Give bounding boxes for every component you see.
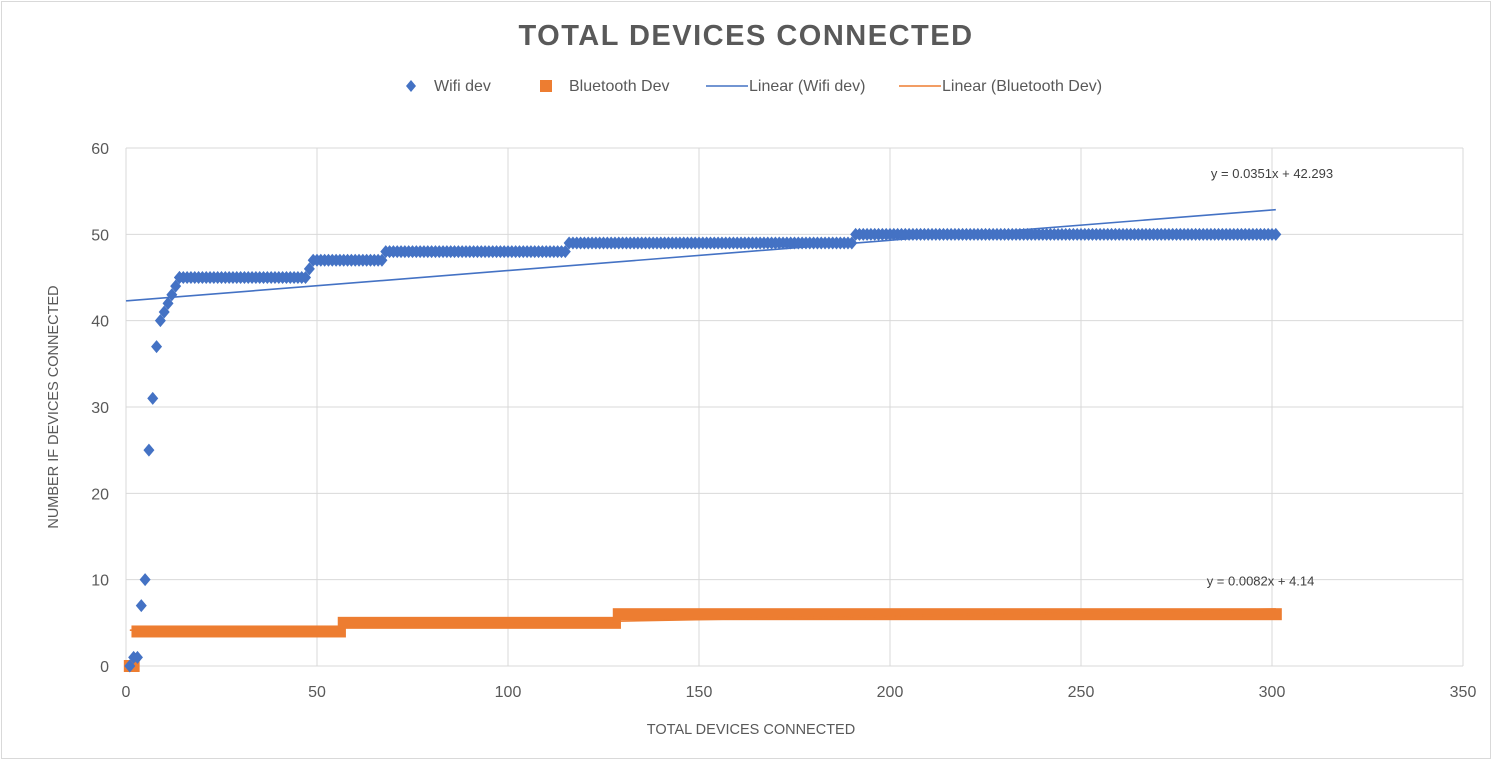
wifi-series-steps (173, 227, 1282, 284)
wifi-data-point (162, 296, 174, 310)
wifi-trend-equation: y = 0.0351x + 42.293 (1211, 166, 1333, 181)
y-tick-label: 60 (91, 141, 109, 158)
x-tick-label: 250 (1068, 684, 1095, 701)
x-tick-label: 150 (686, 684, 713, 701)
legend-bluetooth-label: Bluetooth Dev (569, 78, 670, 95)
y-tick-label: 50 (91, 227, 109, 244)
legend: Wifi dev Bluetooth Dev Linear (Wifi dev)… (406, 78, 1102, 95)
legend-wifi-label: Wifi dev (434, 78, 491, 95)
wifi-data-point (154, 314, 166, 328)
wifi-data-point (173, 271, 185, 284)
y-tick-label: 40 (91, 314, 109, 331)
wifi-data-point (158, 305, 170, 319)
bluetooth-trend-equation: y = 0.0082x + 4.14 (1207, 574, 1315, 589)
x-tick-label: 200 (877, 684, 904, 701)
legend-bluetooth-trend-label: Linear (Bluetooth Dev) (942, 78, 1102, 95)
wifi-data-point (131, 650, 143, 664)
x-tick-label: 350 (1450, 684, 1477, 701)
wifi-data-point (303, 262, 315, 276)
wifi-data-point (147, 391, 159, 405)
wifi-data-point (300, 271, 312, 284)
wifi-data-point (124, 659, 136, 673)
y-axis-ticks: 0 10 20 30 40 50 60 (91, 141, 109, 676)
wifi-trendline (125, 208, 1276, 302)
wifi-data-point (1270, 227, 1282, 241)
wifi-series-points (124, 271, 185, 673)
wifi-data-point (376, 253, 388, 267)
wifi-data-point (135, 599, 147, 613)
wifi-data-point (143, 443, 155, 457)
wifi-data-point (170, 279, 182, 293)
legend-wifi-marker (406, 80, 416, 92)
x-tick-label: 0 (122, 684, 131, 701)
y-tick-label: 0 (100, 659, 109, 676)
y-tick-label: 20 (91, 486, 109, 503)
bluetooth-step-segment (337, 616, 621, 629)
legend-bluetooth-marker (540, 80, 552, 92)
y-tick-label: 30 (91, 400, 109, 417)
legend-wifi-trend-label: Linear (Wifi dev) (749, 78, 865, 95)
x-tick-label: 100 (495, 684, 522, 701)
chart-title: TOTAL DEVICES CONNECTED (518, 20, 973, 52)
y-tick-label: 10 (91, 573, 109, 590)
wifi-data-point (559, 245, 571, 259)
y-axis-title: NUMBER IF DEVICES CONNECTED (46, 285, 62, 528)
x-tick-label: 50 (308, 684, 326, 701)
wifi-data-point (139, 573, 151, 587)
bluetooth-trendline (129, 608, 1276, 631)
x-axis-ticks: 0 50 100 150 200 250 300 350 (122, 684, 1477, 701)
x-tick-label: 300 (1259, 684, 1286, 701)
x-axis-title: TOTAL DEVICES CONNECTED (647, 722, 855, 738)
wifi-data-point (151, 340, 163, 354)
trendlines: y = 0.0351x + 42.293 y = 0.0082x + 4.14 (125, 166, 1333, 631)
